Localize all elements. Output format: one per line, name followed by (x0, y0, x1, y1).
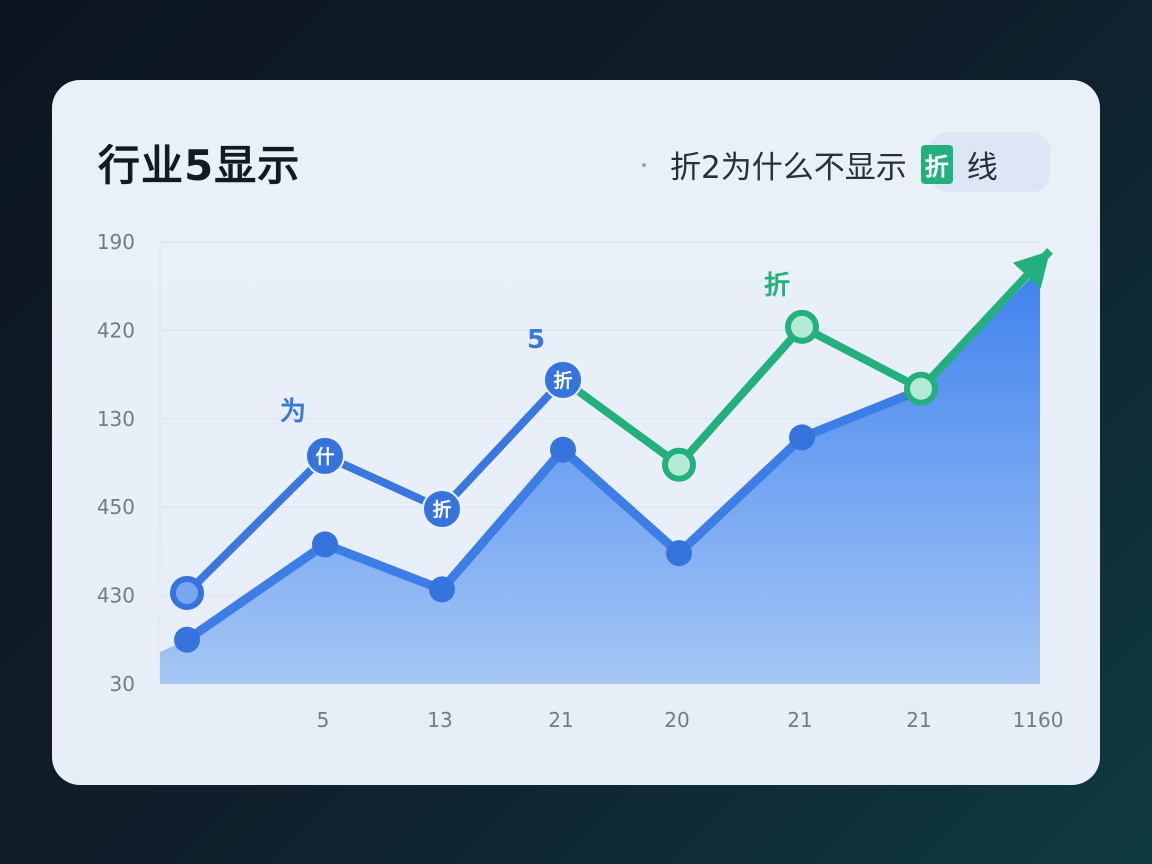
annotation-label: 5 (527, 325, 545, 355)
x-tick-label: 21 (548, 708, 573, 732)
blue-series-point (305, 435, 345, 476)
green-series-point (662, 447, 696, 482)
point-label: 折 (553, 370, 572, 392)
green-series-point (785, 309, 819, 344)
blue-series-line (184, 377, 566, 596)
area-series-point (312, 531, 338, 558)
x-tick-label: 13 (427, 708, 452, 732)
blue-series-point (543, 359, 583, 400)
x-tick-label: 5 (317, 708, 330, 732)
y-tick-label: 190 (97, 230, 135, 254)
area-series-point (174, 626, 200, 653)
y-tick-label: 430 (97, 584, 135, 608)
x-tick-label: 20 (664, 708, 689, 732)
area-series-point (550, 436, 576, 463)
legend-dot-icon (642, 162, 646, 167)
legend: 折2为什么不显示 折 线 (642, 142, 998, 187)
area-series-point (429, 576, 455, 603)
area-series-point (666, 540, 692, 567)
arrow-head-icon (1012, 250, 1050, 289)
green-series-point (904, 371, 938, 406)
annotation-label: 折 (764, 271, 790, 301)
point-label: 什 (315, 445, 334, 468)
blue-series-point (170, 575, 204, 610)
y-tick-label: 30 (110, 672, 135, 696)
x-tick-label: 1160 (1013, 708, 1064, 732)
legend-suffix: 线 (966, 150, 998, 186)
area-series-point (789, 424, 815, 451)
y-tick-label: 450 (97, 495, 135, 519)
x-tick-label: 21 (787, 708, 812, 732)
legend-badge: 折 (920, 145, 953, 184)
y-tick-label: 130 (97, 407, 135, 431)
legend-prefix: 折2为什么不显示 (670, 150, 907, 186)
area-fill (160, 268, 1040, 684)
blue-series-point (422, 488, 462, 529)
y-tick-label: 420 (97, 318, 135, 342)
point-label: 折 (432, 499, 451, 521)
annotation-label: 为 (280, 397, 306, 427)
chart-title: 行业5显示 (98, 141, 301, 190)
x-tick-label: 21 (906, 708, 931, 732)
